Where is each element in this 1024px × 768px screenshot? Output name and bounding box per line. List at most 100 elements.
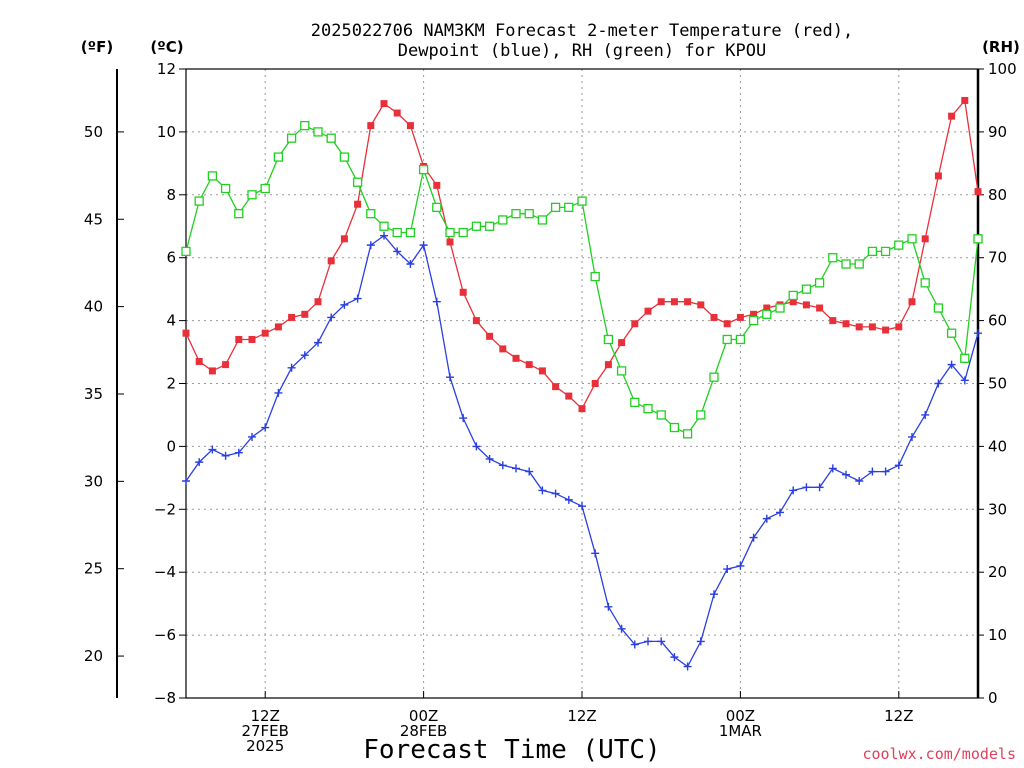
temperature-point bbox=[657, 298, 665, 306]
dewpoint-point bbox=[366, 241, 375, 250]
temperature-point bbox=[948, 112, 956, 120]
rh-point bbox=[498, 215, 508, 225]
x-tick-label: 27FEB bbox=[241, 722, 288, 740]
dewpoint-point bbox=[446, 373, 454, 382]
rh-point bbox=[973, 234, 983, 244]
rh-point bbox=[933, 303, 944, 313]
dewpoint-point bbox=[776, 508, 784, 517]
celsius-tick-label: 8 bbox=[166, 186, 176, 204]
rh-point bbox=[247, 190, 257, 200]
rh-point bbox=[432, 202, 442, 213]
celsius-tick-label: 10 bbox=[157, 123, 176, 141]
temperature-point bbox=[789, 298, 797, 306]
rh-tick-label: 80 bbox=[988, 186, 1007, 204]
temperature-point bbox=[499, 345, 507, 353]
rh-point bbox=[788, 290, 798, 301]
dewpoint-point bbox=[670, 653, 679, 662]
fahrenheit-tick-label: 35 bbox=[84, 385, 103, 403]
temperature-point bbox=[274, 323, 282, 331]
temperature-point bbox=[182, 329, 190, 337]
dewpoint-point bbox=[300, 351, 309, 360]
rh-point bbox=[418, 164, 429, 175]
rh-point bbox=[841, 259, 851, 269]
rh-tick-label: 90 bbox=[988, 123, 1007, 141]
rh-point bbox=[616, 366, 627, 376]
temperature-point bbox=[195, 357, 203, 365]
rh-tick-label: 40 bbox=[988, 437, 1007, 455]
temperature-point bbox=[829, 317, 837, 325]
dewpoint-point bbox=[960, 376, 969, 385]
rh-point bbox=[762, 309, 772, 319]
temperature-point bbox=[697, 301, 705, 309]
temperature-point bbox=[340, 235, 348, 243]
temperature-point bbox=[433, 181, 441, 189]
rh-point bbox=[946, 328, 957, 338]
rh-point bbox=[260, 183, 270, 194]
rh-point bbox=[273, 152, 284, 162]
x-tick-label: 12Z bbox=[884, 707, 913, 725]
rh-point bbox=[207, 171, 218, 181]
dewpoint-point bbox=[538, 486, 547, 495]
rh-point bbox=[907, 234, 917, 244]
chart-title-line2: Dewpoint (blue), RH (green) for KPOU bbox=[398, 41, 766, 61]
dewpoint-point bbox=[393, 247, 402, 256]
dewpoint-point bbox=[762, 514, 771, 523]
temperature-point bbox=[868, 323, 876, 331]
dewpoint-point bbox=[802, 483, 811, 492]
temperature-point bbox=[591, 380, 599, 387]
rh-point bbox=[854, 259, 864, 269]
dewpoint-point bbox=[683, 662, 692, 671]
axes: −8 −6 −4 −2 0 2 4 6 8 10 12 20 25 30 35 40 45 50 0 10 20 30 40… bbox=[84, 60, 1017, 707]
dewpoint-point bbox=[723, 565, 732, 574]
temperature-point bbox=[538, 367, 546, 375]
x-axis-label: Forecast Time (UTC) bbox=[363, 735, 660, 765]
dewpoint-point bbox=[591, 549, 600, 558]
rh-tick-label: 50 bbox=[988, 375, 1007, 393]
dewpoint-point bbox=[604, 602, 613, 611]
dewpoint-point bbox=[234, 448, 243, 457]
dewpoint-point bbox=[908, 432, 916, 441]
dewpoint-point bbox=[406, 259, 415, 268]
dewpoint-point bbox=[617, 624, 626, 633]
temperature-point bbox=[750, 310, 758, 318]
temperature-point bbox=[895, 323, 903, 331]
dewpoint-point bbox=[498, 461, 507, 470]
rh-point bbox=[920, 278, 930, 288]
fahrenheit-tick-label: 25 bbox=[84, 560, 103, 578]
temperature-point bbox=[736, 313, 744, 321]
rh-point bbox=[801, 284, 812, 294]
rh-point bbox=[524, 209, 534, 219]
rh-point bbox=[577, 196, 587, 206]
dewpoint-point bbox=[644, 637, 652, 646]
dewpoint-point bbox=[894, 461, 903, 470]
dewpoint-point bbox=[842, 470, 850, 479]
dewpoint-point bbox=[696, 637, 705, 646]
temperature-point bbox=[644, 307, 652, 315]
dewpoint-point bbox=[432, 297, 441, 306]
temperature-point bbox=[670, 298, 678, 306]
temperature-point bbox=[208, 367, 216, 375]
x-tick-label: 00Z bbox=[409, 707, 438, 725]
rh-point bbox=[748, 315, 759, 326]
dewpoint-point bbox=[657, 637, 666, 646]
temperature-line bbox=[185, 98, 979, 410]
celsius-tick-label: −2 bbox=[154, 500, 176, 518]
dewpoint-point bbox=[261, 423, 270, 432]
temperature-point bbox=[618, 339, 626, 347]
dewpoint-point bbox=[551, 489, 560, 498]
temperature-point bbox=[288, 313, 296, 321]
rh-tick-label: 100 bbox=[988, 60, 1017, 78]
temperature-point bbox=[327, 257, 335, 265]
rh-tick-label: 20 bbox=[988, 563, 1007, 581]
temperature-point bbox=[961, 96, 969, 104]
rh-point bbox=[220, 183, 231, 194]
rh-point bbox=[484, 221, 495, 231]
rh-point bbox=[194, 196, 204, 206]
fahrenheit-unit-label: (ºF) bbox=[81, 38, 113, 56]
temperature-point bbox=[512, 354, 520, 362]
rh-point bbox=[286, 133, 297, 143]
temperature-point bbox=[301, 310, 309, 318]
rh-point bbox=[511, 209, 521, 219]
temperature-point bbox=[921, 235, 929, 243]
